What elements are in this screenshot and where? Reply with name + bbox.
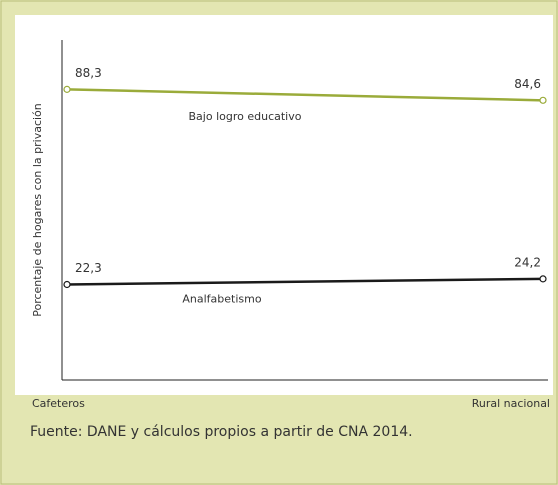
plot-panel: [15, 15, 553, 395]
data-label: 24,2: [514, 255, 541, 269]
x-tick-label: Rural nacional: [472, 397, 550, 410]
series-line: [66, 277, 544, 286]
x-tick-label: Cafeteros: [32, 397, 85, 410]
data-point: [63, 280, 71, 289]
data-label: 84,6: [514, 77, 541, 91]
data-point: [63, 85, 71, 93]
series-line: [66, 88, 544, 102]
series-label: Analfabetismo: [182, 293, 261, 306]
data-label: 88,3: [75, 66, 102, 80]
source-note: Fuente: DANE y cálculos propios a partir…: [30, 424, 413, 440]
y-axis-label: Porcentaje de hogares con la privación: [31, 103, 44, 317]
data-point: [539, 96, 547, 104]
series-label: Bajo logro educativo: [189, 110, 302, 123]
data-point: [539, 275, 547, 283]
data-label: 22,3: [75, 261, 102, 275]
